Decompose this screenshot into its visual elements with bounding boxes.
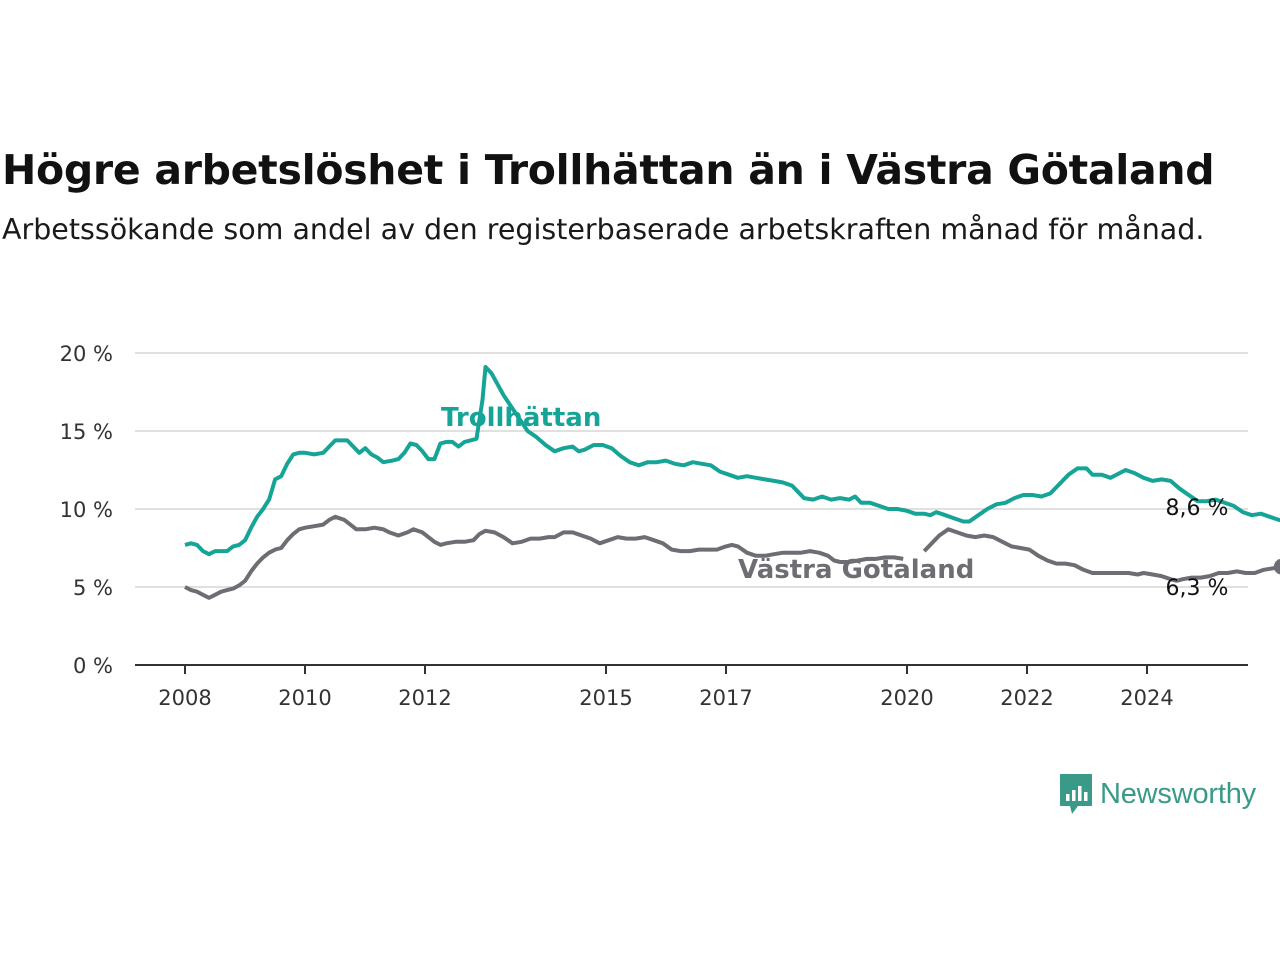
series-label-vastra-gotaland: Västra Götaland [738, 555, 974, 585]
end-label-vastra-gotaland: 6,3 % [1166, 576, 1229, 601]
y-tick-label: 20 % [60, 342, 113, 366]
x-tick-label: 2010 [278, 686, 331, 710]
x-tick-label: 2024 [1120, 686, 1173, 710]
labels: Trollhättan Västra Götaland 8,6 % 6,3 % [441, 403, 1228, 601]
page-subtitle: Arbetssökande som andel av den registerb… [2, 213, 1205, 246]
series-line-trollhattan [184, 365, 1280, 557]
x-tick-label: 2017 [699, 686, 752, 710]
x-tick-label: 2020 [880, 686, 933, 710]
grid-lines [135, 352, 1248, 588]
page-title: Högre arbetslöshet i Trollhättan än i Vä… [2, 146, 1215, 194]
x-tick-label: 2012 [398, 686, 451, 710]
series-lines [184, 365, 1280, 600]
y-tick-label: 0 % [73, 654, 113, 678]
x-tick-label: 2015 [579, 686, 632, 710]
x-tick-label: 2008 [158, 686, 211, 710]
series-line-vastra-gotaland-2 [922, 527, 1280, 583]
series-label-trollhattan: Trollhättan [441, 403, 601, 433]
axes: 0 % 5 % 10 % 15 % 20 % 2008 2010 2012 2015 2017 20… [60, 342, 1248, 710]
brand-name: Newsworthy [1100, 777, 1256, 810]
end-label-trollhattan: 8,6 % [1166, 496, 1229, 521]
y-tick-label: 15 % [60, 420, 113, 444]
newsworthy-logo-icon [1060, 774, 1092, 814]
newsworthy-logo: Newsworthy [1058, 772, 1256, 816]
series-line-vastra-gotaland-1 [184, 514, 904, 600]
y-tick-label: 5 % [73, 576, 113, 600]
end-point-vastra-gotaland [1273, 558, 1280, 575]
x-tick-label: 2022 [1000, 686, 1053, 710]
y-tick-label: 10 % [60, 498, 113, 522]
